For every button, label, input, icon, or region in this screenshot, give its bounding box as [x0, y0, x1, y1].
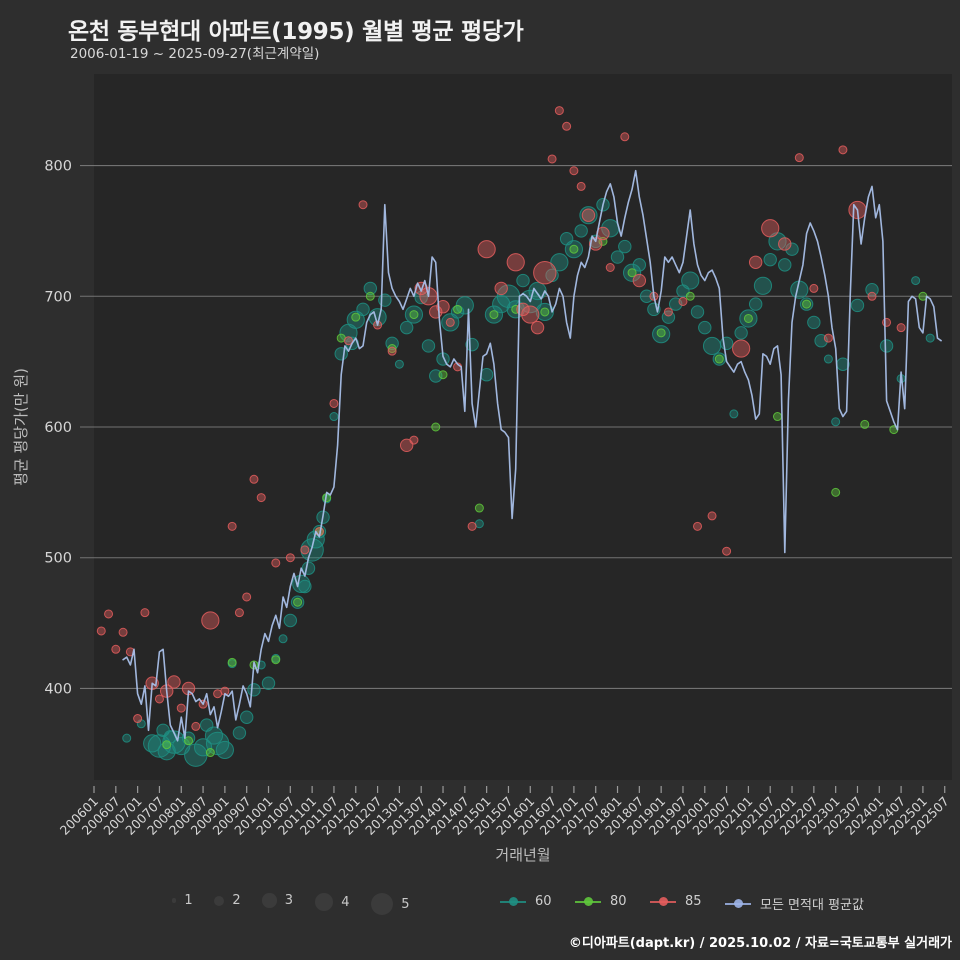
legend-series-85[interactable]: 85 [650, 894, 702, 909]
legend-series-marker [575, 895, 601, 909]
page-subtitle: 2006-01-19 ~ 2025-09-27(최근계약일) [70, 46, 320, 62]
legend-size-label: 4 [341, 894, 350, 910]
legend-series-label: 85 [685, 894, 702, 909]
legend-series-80[interactable]: 80 [575, 894, 627, 909]
x-axis-title: 거래년월 [495, 846, 550, 864]
legend-size-4: 4 [314, 893, 350, 912]
chart-legend[interactable]: 1 2 3 4 5 60 80 85 모든 면적대 평균값 [0, 893, 960, 923]
legend-size-marker [172, 898, 177, 903]
legend-series-label: 80 [610, 894, 627, 909]
legend-series-marker [500, 895, 526, 909]
svg-text:800: 800 [44, 159, 72, 175]
legend-size-marker [371, 893, 394, 915]
x-tick-labels: 2006012006072007012007072008012008072009… [57, 794, 952, 838]
average-line [122, 169, 942, 742]
legend-size-marker [314, 893, 334, 912]
legend-series-marker [650, 895, 676, 909]
y-axis-title: 평균 평당가(만 원) [12, 368, 30, 486]
footer-credit: ©디아파트(dapt.kr) / 2025.10.02 / 자료=국토교통부 실… [568, 936, 952, 951]
legend-series-label: 60 [535, 894, 552, 909]
legend-series-marker [725, 897, 751, 911]
legend-size-3: 3 [262, 893, 293, 908]
legend-size-label: 2 [232, 893, 241, 908]
legend-series-모든 면적대 평균값[interactable]: 모든 면적대 평균값 [725, 894, 864, 913]
legend-size-2: 2 [214, 893, 241, 908]
svg-text:700: 700 [44, 289, 72, 305]
legend-size-marker [214, 895, 225, 906]
page-title: 온천 동부현대 아파트(1995) 월별 평균 평당가 [68, 19, 524, 45]
legend-size-marker [262, 893, 277, 908]
legend-size-label: 1 [184, 893, 193, 908]
svg-text:500: 500 [44, 551, 72, 567]
svg-text:400: 400 [44, 681, 72, 697]
legend-series-60[interactable]: 60 [500, 894, 552, 909]
x-tick-marks [93, 786, 946, 793]
legend-size-5: 5 [371, 893, 409, 915]
legend-size-label: 5 [401, 896, 410, 912]
legend-series-label: 모든 면적대 평균값 [760, 898, 864, 913]
scatter-points [96, 106, 935, 767]
y-tick-labels: 400 500 600 700 800 [44, 159, 72, 698]
legend-size-label: 3 [284, 893, 294, 908]
legend-size-1: 1 [172, 893, 193, 908]
svg-text:600: 600 [44, 420, 72, 436]
